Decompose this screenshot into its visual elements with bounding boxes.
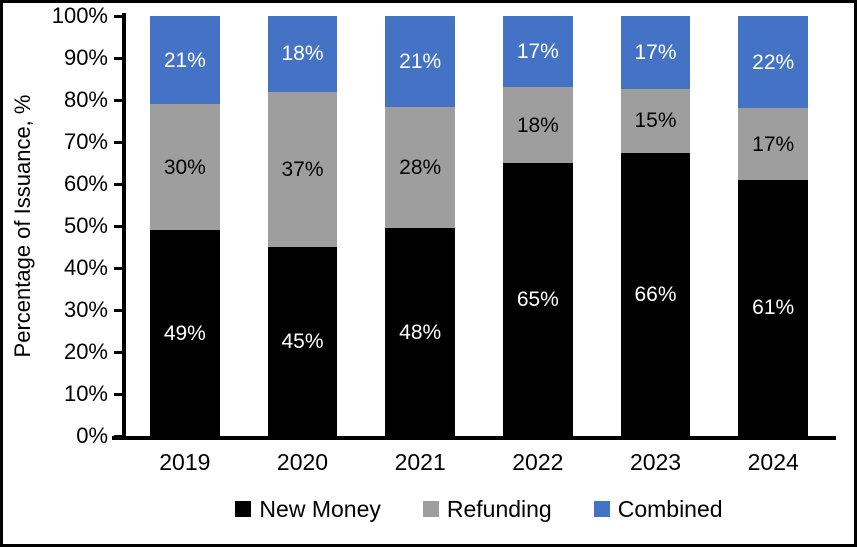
bar-segment-new-money: 45%: [267, 246, 338, 436]
bar-segment-label: 65%: [516, 287, 559, 311]
bar-segment-label: 45%: [281, 329, 324, 353]
bar-segment-refunding: 18%: [503, 87, 573, 163]
stacked-bar-2024: 22% 17% 61%: [738, 16, 808, 436]
bar-segment-new-money: 49%: [150, 230, 220, 436]
bar-segment-label: 17%: [752, 132, 795, 156]
legend-swatch-icon: [235, 501, 252, 517]
bar-segment-combined: 21%: [150, 16, 220, 105]
y-tick-mark: [114, 182, 122, 186]
y-tick-label: 20%: [63, 339, 108, 364]
bar-segment-combined: 22%: [738, 16, 808, 109]
legend-label: Combined: [617, 495, 723, 522]
bar-segment-refunding: 17%: [738, 108, 808, 180]
y-tick-label: 80%: [63, 87, 108, 112]
y-tick-mark: [114, 14, 122, 18]
y-tick-mark: [114, 224, 122, 228]
legend-item-combined: Combined: [593, 495, 723, 522]
x-axis-label: 2021: [394, 449, 446, 475]
bar-segment-label: 61%: [752, 296, 795, 320]
bar-segment-label: 49%: [163, 321, 206, 345]
bar-segment-label: 15%: [634, 109, 677, 133]
stacked-bar-2020: 18% 37% 45%: [267, 16, 338, 436]
legend-label: New Money: [259, 495, 381, 522]
bar-segment-label: 37%: [281, 157, 324, 181]
y-tick-mark: [114, 266, 122, 270]
bar-slot: 17% 15% 66%: [597, 16, 715, 436]
legend-item-new-money: New Money: [235, 495, 381, 522]
legend-swatch-icon: [593, 501, 610, 517]
bar-segment-new-money: 65%: [503, 162, 573, 436]
bar-segment-refunding: 15%: [620, 88, 691, 154]
bar-segment-label: 48%: [399, 320, 442, 344]
bar-segment-new-money: 66%: [620, 153, 691, 436]
y-tick-mark: [114, 308, 122, 312]
y-tick-label: 40%: [63, 255, 108, 280]
legend-label: Refunding: [446, 495, 552, 522]
bar-slot: 22% 17% 61%: [714, 16, 832, 436]
x-axis-labels: 2019 2020 2021 2022 2023 2024: [126, 449, 832, 479]
stacked-bar-2021: 21% 28% 48%: [385, 16, 455, 436]
bar-segment-new-money: 61%: [738, 179, 808, 436]
bar-segment-label: 22%: [752, 50, 795, 74]
legend: New Money Refunding Combined: [126, 493, 832, 525]
bar-segment-label: 21%: [399, 49, 442, 73]
bar-segment-label: 30%: [163, 155, 206, 179]
bar-segment-combined: 21%: [385, 16, 455, 107]
bar-segment-combined: 17%: [503, 16, 573, 88]
stacked-bar-2019: 21% 30% 49%: [150, 16, 220, 436]
y-tick-mark: [114, 140, 122, 144]
bar-segment-label: 18%: [516, 113, 559, 137]
bar-segment-combined: 18%: [267, 16, 338, 92]
y-tick-label: 10%: [63, 381, 108, 406]
x-axis-label: 2019: [159, 449, 211, 475]
x-axis-label: 2020: [276, 449, 329, 475]
bar-slot: 17% 18% 65%: [479, 16, 597, 436]
y-tick-label: 60%: [63, 171, 108, 196]
bar-segment-new-money: 48%: [385, 228, 455, 436]
y-tick-label: 100%: [51, 3, 108, 28]
bar-slot: 21% 28% 48%: [361, 16, 479, 436]
bar-segment-label: 17%: [634, 40, 677, 64]
plot-area: 21% 30% 49% 18% 37% 45% 21% 28% 48% 17% 18% 65% 17% 1…: [126, 16, 832, 436]
y-tick-mark: [114, 56, 122, 60]
y-axis-line: [122, 13, 126, 440]
x-axis-label: 2023: [629, 449, 682, 475]
bar-segment-combined: 17%: [620, 16, 691, 89]
y-tick-label: 70%: [63, 129, 108, 154]
bar-segment-label: 21%: [163, 48, 206, 72]
y-tick-mark: [114, 98, 122, 102]
legend-swatch-icon: [422, 501, 439, 517]
y-tick-label: 90%: [63, 45, 108, 70]
stacked-bar-2023: 17% 15% 66%: [620, 16, 691, 436]
y-tick-label: 30%: [63, 297, 108, 322]
bar-segment-refunding: 37%: [267, 91, 338, 247]
y-tick-mark: [114, 392, 122, 396]
bar-slot: 21% 30% 49%: [126, 16, 244, 436]
bar-segment-label: 66%: [634, 283, 677, 307]
bar-segment-refunding: 30%: [150, 104, 220, 231]
x-axis-line: [112, 436, 836, 440]
bar-segment-refunding: 28%: [385, 106, 455, 229]
bar-segment-label: 17%: [516, 40, 559, 64]
bar-segment-label: 18%: [281, 42, 324, 66]
y-tick-mark: [114, 350, 122, 354]
x-axis-label: 2022: [512, 449, 564, 475]
legend-item-refunding: Refunding: [422, 495, 552, 522]
x-axis-label: 2024: [747, 449, 799, 475]
bar-segment-label: 28%: [399, 156, 442, 180]
y-tick-label: 50%: [63, 213, 108, 238]
y-tick-label: 0%: [76, 423, 108, 448]
bar-slot: 18% 37% 45%: [244, 16, 362, 436]
stacked-bar-2022: 17% 18% 65%: [503, 16, 573, 436]
